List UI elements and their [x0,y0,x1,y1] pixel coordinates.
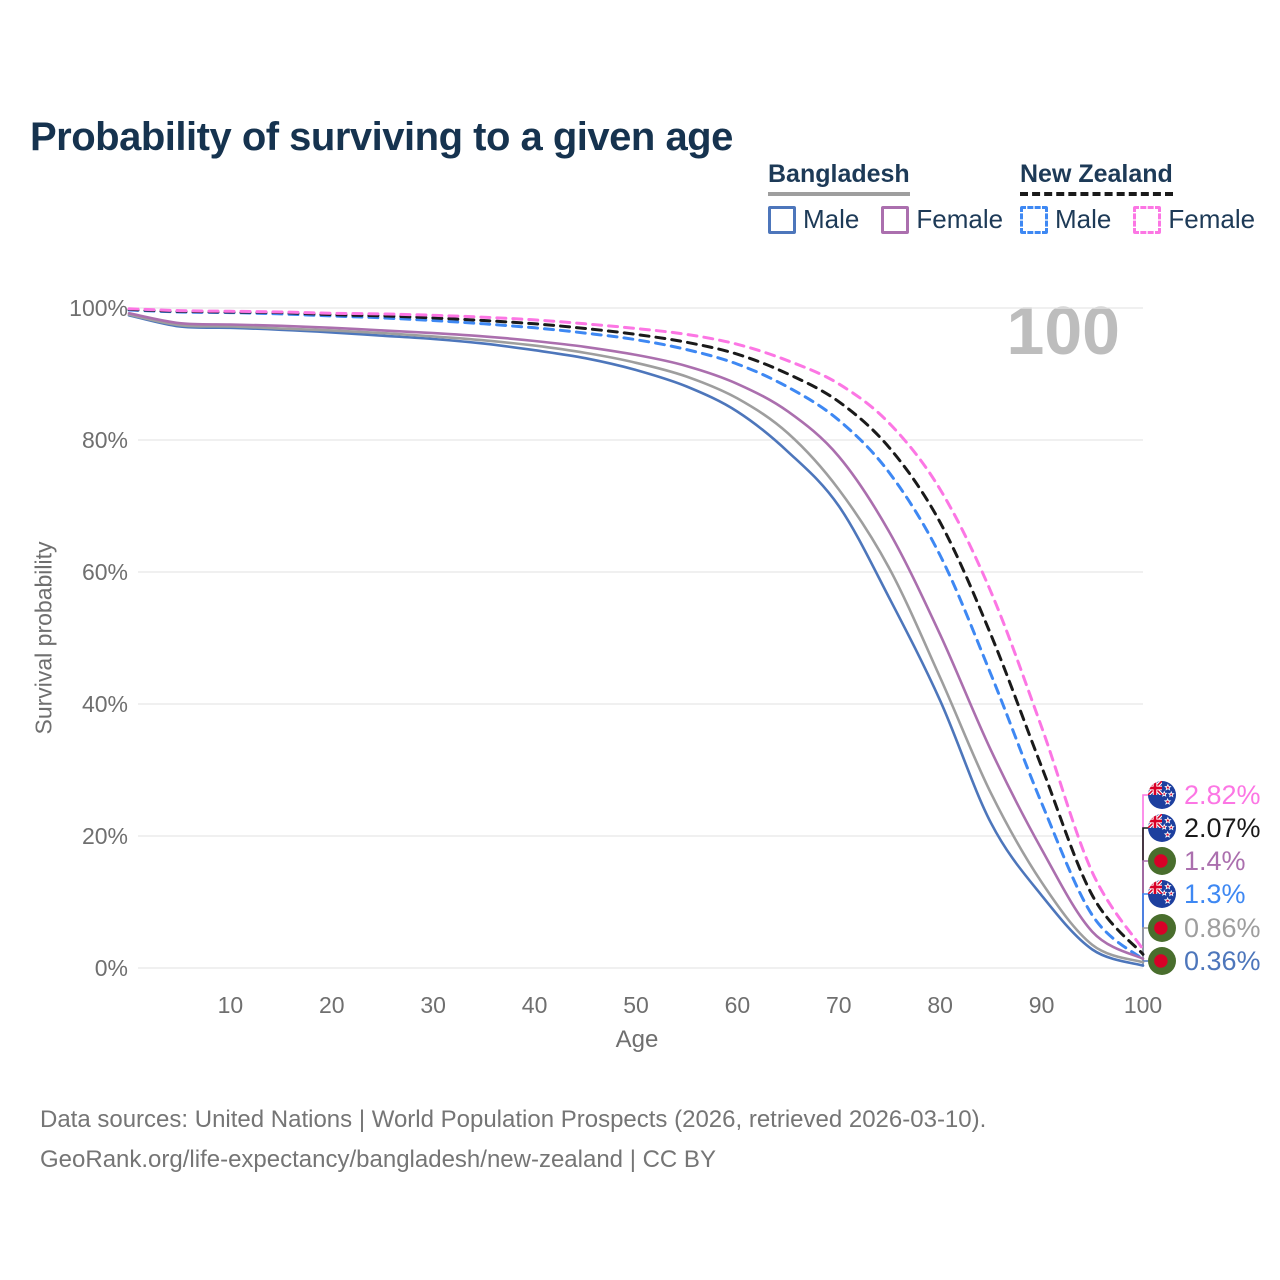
end-label-value: 1.4% [1184,846,1246,876]
end-label-value: 1.3% [1184,879,1246,909]
legend-group-title: New Zealand [1020,160,1173,196]
end-label-value: 2.82% [1184,780,1261,810]
end-label-connector [1142,927,1148,963]
legend-group-title: Bangladesh [768,160,910,196]
x-tick-label: 100 [1123,992,1163,1018]
series-line-bangladesh-male[interactable] [127,314,1145,967]
legend-swatch-icon [1020,205,1048,234]
legend-swatch-icon [881,205,910,234]
x-tick-label: 70 [826,992,852,1018]
x-tick-label: 30 [420,992,446,1018]
bangladesh-flag-icon [1148,947,1176,975]
series-line-new-zealand-male[interactable] [127,308,1145,961]
legend-group-new-zealand: New Zealand Male Female [1020,160,1255,235]
new-zealand-flag-icon [1148,781,1176,809]
data-sources-note: Data sources: United Nations | World Pop… [40,1106,987,1133]
legend-swatch-icon [1133,205,1162,234]
new-zealand-flag-icon [1148,880,1176,908]
new-zealand-flag-icon [1148,814,1176,842]
x-tick-label: 50 [623,992,649,1018]
end-label-bangladesh-female[interactable]: 1.4% [1148,845,1246,877]
end-label-value: 0.36% [1184,946,1261,976]
end-label-value: 0.86% [1184,913,1261,943]
series-line-bangladesh-both[interactable] [127,313,1145,964]
end-label-new-zealand-male[interactable]: 1.3% [1148,878,1246,910]
x-tick-label: 80 [927,992,953,1018]
y-tick-label: 40% [81,691,128,717]
chart-title: Probability of surviving to a given age [30,114,733,159]
y-tick-label: 80% [81,427,128,453]
legend-swatch-icon [768,205,796,234]
x-tick-label: 90 [1028,992,1055,1018]
legend-item-label: Female [1168,204,1256,234]
series-line-new-zealand-female[interactable] [127,307,1145,951]
x-axis-label: Age [615,1026,659,1053]
end-label-bangladesh-male[interactable]: 0.36% [1148,945,1261,977]
legend: Bangladesh Male Female New Zealand Male Femal… [0,160,1280,250]
end-label-new-zealand-female[interactable]: 2.82% [1148,779,1261,811]
bangladesh-flag-icon [1148,914,1176,942]
legend-item-new-zealand-female[interactable]: Female [1133,204,1255,235]
legend-item-label: Male [803,204,860,234]
y-tick-label: 100% [69,295,128,321]
legend-group-bangladesh: Bangladesh Male Female [768,160,1003,235]
legend-item-new-zealand-male[interactable]: Male [1020,204,1111,235]
x-tick-label: 10 [217,992,244,1018]
x-tick-label: 40 [521,992,548,1018]
end-label-new-zealand-both[interactable]: 2.07% [1148,812,1261,844]
attribution-link: GeoRank.org/life-expectancy/bangladesh/n… [40,1146,716,1173]
legend-item-label: Female [916,204,1004,234]
end-label-value: 2.07% [1184,813,1261,843]
y-tick-label: 0% [94,955,128,981]
legend-item-bangladesh-male[interactable]: Male [768,204,859,235]
bangladesh-flag-icon [1148,847,1176,875]
legend-item-label: Male [1055,204,1112,234]
y-axis-label: Survival probability [30,541,57,735]
age-counter-watermark: 100 [1006,293,1120,369]
end-label-bangladesh-both[interactable]: 0.86% [1148,912,1261,944]
legend-item-bangladesh-female[interactable]: Female [881,204,1003,235]
y-tick-label: 20% [81,823,128,849]
x-tick-label: 60 [724,992,751,1018]
x-tick-label: 20 [319,992,345,1018]
y-tick-label: 60% [81,559,128,585]
series-line-bangladesh-female[interactable] [127,312,1145,961]
series-line-new-zealand-both[interactable] [127,307,1145,956]
